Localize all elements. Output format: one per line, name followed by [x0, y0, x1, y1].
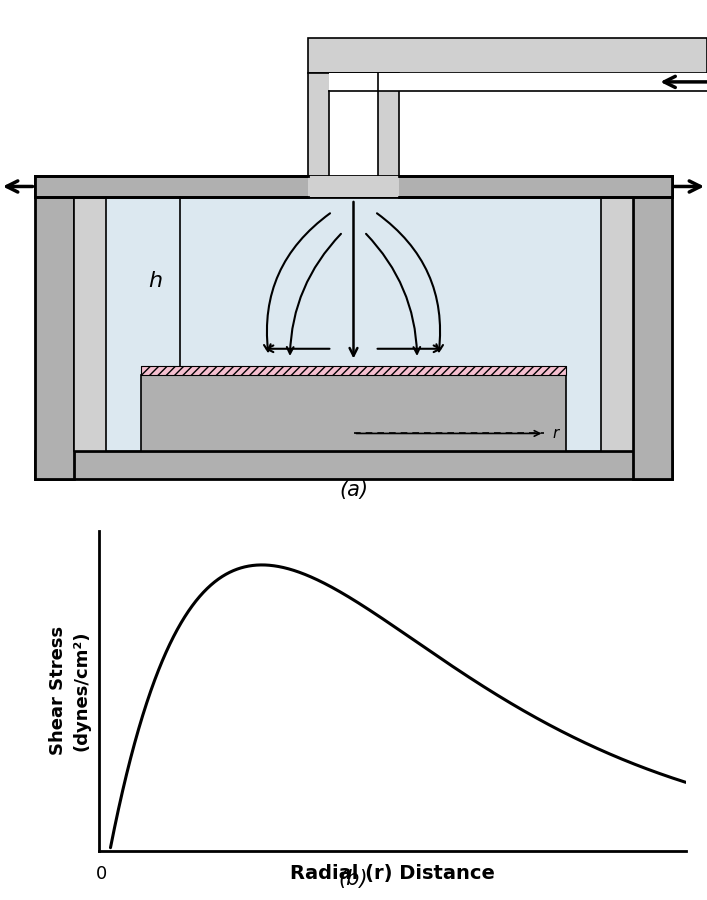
Bar	[141, 366, 566, 375]
X-axis label: Radial (r) Distance: Radial (r) Distance	[290, 864, 495, 884]
Bar	[308, 73, 399, 186]
Y-axis label: Shear Stress
(dynes/cm²): Shear Stress (dynes/cm²)	[49, 626, 90, 755]
Bar	[329, 73, 707, 91]
Text: (a): (a)	[339, 480, 368, 500]
Bar	[601, 176, 633, 451]
Bar	[329, 73, 378, 186]
Bar	[106, 176, 601, 451]
Bar	[35, 451, 672, 479]
Bar	[141, 375, 566, 451]
Bar	[308, 176, 399, 196]
Text: r: r	[553, 426, 559, 441]
Bar	[35, 176, 74, 479]
Bar	[74, 176, 106, 451]
Text: (b): (b)	[339, 869, 368, 889]
Bar	[633, 176, 672, 479]
Bar	[141, 366, 566, 375]
Bar	[35, 176, 672, 196]
Text: h: h	[148, 272, 163, 292]
Bar	[308, 38, 707, 73]
Text: 0: 0	[96, 865, 107, 883]
